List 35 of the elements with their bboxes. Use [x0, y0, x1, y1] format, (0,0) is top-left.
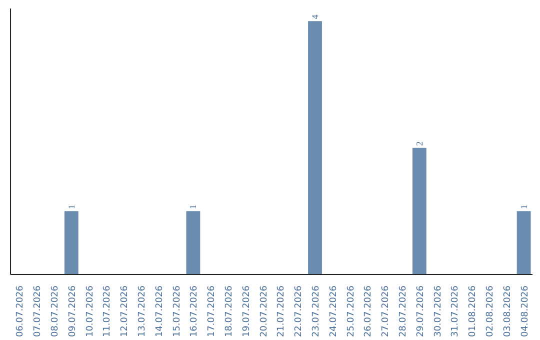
x-tick-label: 31.07.2026	[450, 285, 461, 338]
x-tick-label: 07.07.2026	[33, 285, 44, 338]
x-tick-label: 15.07.2026	[172, 285, 182, 338]
x-tick-label: 26.07.2026	[364, 285, 374, 338]
x-tick-label: 02.08.2026	[486, 285, 496, 338]
x-tick-label: 11.07.2026	[102, 285, 113, 338]
x-tick-label: 23.07.2026	[312, 285, 322, 338]
x-tick-label: 08.07.2026	[50, 285, 60, 338]
x-tick-label: 06.07.2026	[16, 285, 26, 338]
x-tick-label: 04.08.2026	[520, 285, 530, 338]
data-label: 2	[414, 141, 424, 146]
x-tick-label: 19.07.2026	[242, 285, 252, 338]
x-tick-label: 10.07.2026	[85, 285, 96, 338]
x-tick-label: 30.07.2026	[433, 285, 444, 338]
x-tick-label: 22.07.2026	[294, 285, 304, 338]
x-tick-label: 24.07.2026	[328, 285, 339, 338]
data-label: 1	[66, 204, 76, 210]
x-tick-label: 20.07.2026	[259, 285, 270, 338]
x-tick-label: 12.07.2026	[120, 285, 130, 338]
x-tick-label: 13.07.2026	[138, 285, 148, 338]
x-tick-label: 17.07.2026	[207, 285, 218, 338]
x-tick-label: 27.07.2026	[381, 285, 392, 338]
x-tick-label: 29.07.2026	[416, 285, 426, 338]
x-tick-label: 25.07.2026	[346, 285, 356, 338]
x-tick-label: 21.07.2026	[276, 285, 287, 338]
data-label: 1	[188, 204, 198, 210]
x-tick-label: 18.07.2026	[224, 285, 234, 338]
x-tick-label: 03.08.2026	[502, 285, 513, 338]
x-tick-label: 16.07.2026	[190, 285, 200, 338]
x-tick-label: 09.07.2026	[68, 285, 78, 338]
data-label: 4	[310, 14, 320, 20]
data-label: 1	[518, 204, 529, 210]
x-tick-label: 01.08.2026	[468, 285, 478, 338]
x-tick-label: 14.07.2026	[154, 285, 165, 338]
x-tick-label: 28.07.2026	[398, 285, 408, 338]
